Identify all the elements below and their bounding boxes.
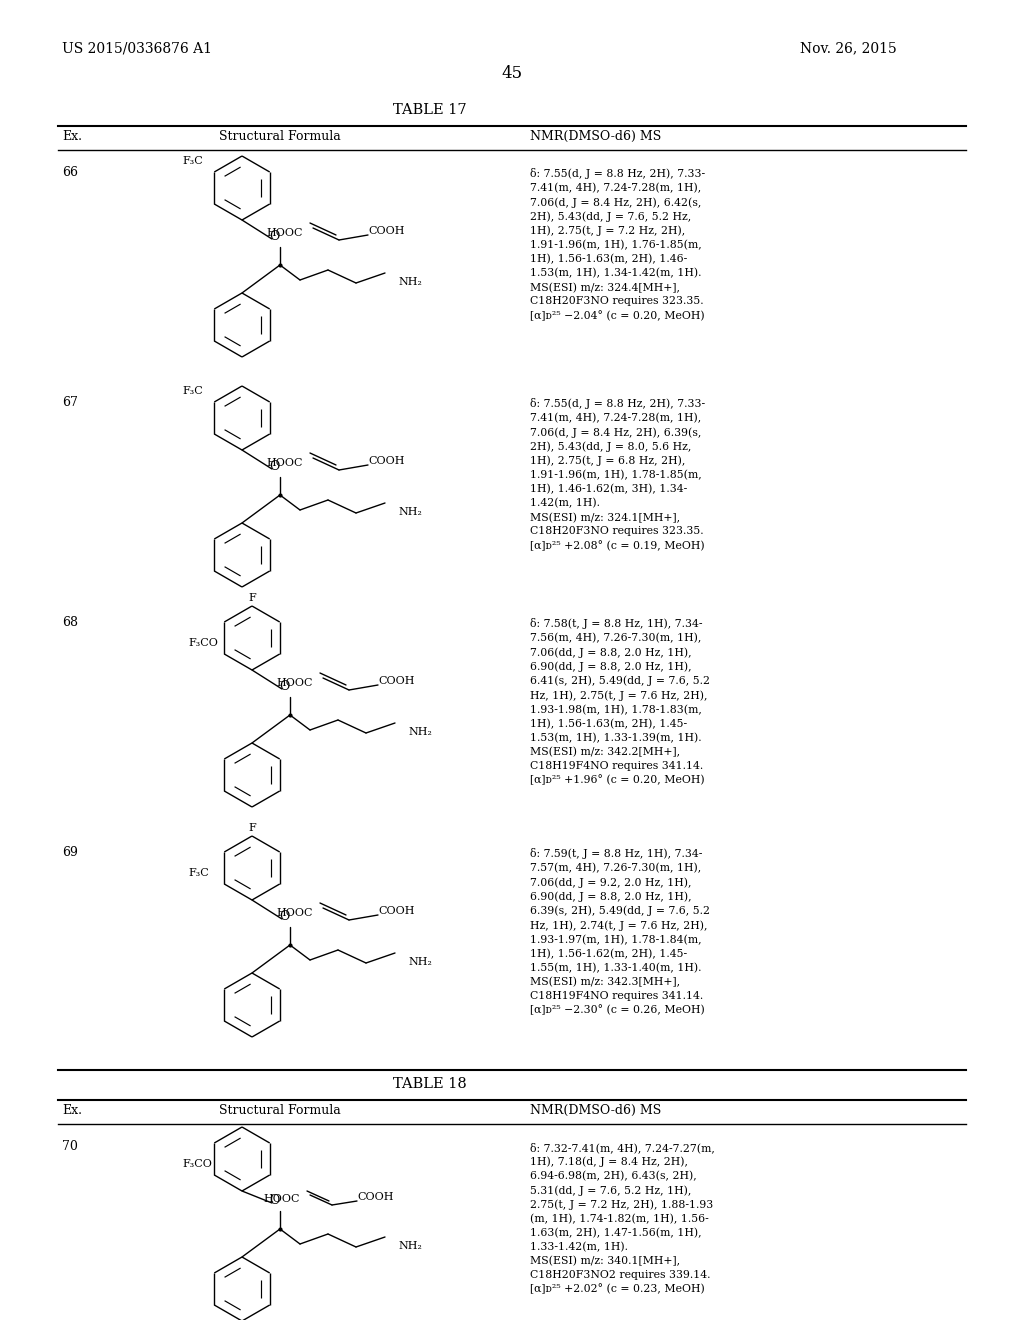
Text: δ: 7.55(d, J = 8.8 Hz, 2H), 7.33-
7.41(m, 4H), 7.24-7.28(m, 1H),
7.06(d, J = 8.4: δ: 7.55(d, J = 8.8 Hz, 2H), 7.33- 7.41(m…: [530, 168, 706, 321]
Text: COOH: COOH: [378, 906, 415, 916]
Text: NH₂: NH₂: [408, 727, 432, 737]
Text: NH₂: NH₂: [398, 277, 422, 286]
Text: F: F: [248, 822, 256, 833]
Text: 66: 66: [62, 166, 78, 180]
Text: 45: 45: [502, 65, 522, 82]
Text: HOOC: HOOC: [266, 228, 303, 238]
Text: Structural Formula: Structural Formula: [219, 1104, 341, 1117]
Text: O: O: [279, 681, 289, 693]
Text: O: O: [279, 911, 289, 924]
Text: US 2015/0336876 A1: US 2015/0336876 A1: [62, 41, 212, 55]
Text: δ: 7.58(t, J = 8.8 Hz, 1H), 7.34-
7.56(m, 4H), 7.26-7.30(m, 1H),
7.06(dd, J = 8.: δ: 7.58(t, J = 8.8 Hz, 1H), 7.34- 7.56(m…: [530, 618, 710, 785]
Text: O: O: [269, 231, 280, 243]
Text: F₃C: F₃C: [182, 385, 203, 396]
Text: Ex.: Ex.: [62, 1104, 82, 1117]
Text: NMR(DMSO-d6) MS: NMR(DMSO-d6) MS: [530, 129, 662, 143]
Text: NMR(DMSO-d6) MS: NMR(DMSO-d6) MS: [530, 1104, 662, 1117]
Text: NH₂: NH₂: [408, 957, 432, 968]
Text: Structural Formula: Structural Formula: [219, 129, 341, 143]
Text: HOOC: HOOC: [263, 1195, 300, 1204]
Text: δ: 7.55(d, J = 8.8 Hz, 2H), 7.33-
7.41(m, 4H), 7.24-7.28(m, 1H),
7.06(d, J = 8.4: δ: 7.55(d, J = 8.8 Hz, 2H), 7.33- 7.41(m…: [530, 399, 706, 550]
Text: F: F: [248, 593, 256, 603]
Text: NH₂: NH₂: [398, 507, 422, 517]
Text: TABLE 18: TABLE 18: [393, 1077, 467, 1092]
Text: COOH: COOH: [357, 1192, 393, 1203]
Text: O: O: [269, 461, 280, 474]
Text: 68: 68: [62, 616, 78, 630]
Text: COOH: COOH: [368, 226, 404, 236]
Text: F₃CO: F₃CO: [188, 638, 218, 648]
Text: O: O: [269, 1195, 280, 1208]
Text: δ: 7.32-7.41(m, 4H), 7.24-7.27(m,
1H), 7.18(d, J = 8.4 Hz, 2H),
6.94-6.98(m, 2H): δ: 7.32-7.41(m, 4H), 7.24-7.27(m, 1H), 7…: [530, 1142, 715, 1295]
Text: 67: 67: [62, 396, 78, 409]
Text: HOOC: HOOC: [276, 908, 313, 917]
Text: HOOC: HOOC: [276, 678, 313, 688]
Text: 70: 70: [62, 1140, 78, 1152]
Text: COOH: COOH: [378, 676, 415, 686]
Text: F₃C: F₃C: [188, 869, 209, 878]
Text: F₃CO: F₃CO: [182, 1159, 212, 1170]
Text: F₃C: F₃C: [182, 156, 203, 166]
Text: TABLE 17: TABLE 17: [393, 103, 467, 117]
Text: HOOC: HOOC: [266, 458, 303, 469]
Text: COOH: COOH: [368, 455, 404, 466]
Text: δ: 7.59(t, J = 8.8 Hz, 1H), 7.34-
7.57(m, 4H), 7.26-7.30(m, 1H),
7.06(dd, J = 9.: δ: 7.59(t, J = 8.8 Hz, 1H), 7.34- 7.57(m…: [530, 847, 710, 1015]
Text: Nov. 26, 2015: Nov. 26, 2015: [800, 41, 897, 55]
Text: NH₂: NH₂: [398, 1241, 422, 1251]
Text: Ex.: Ex.: [62, 129, 82, 143]
Text: 69: 69: [62, 846, 78, 859]
